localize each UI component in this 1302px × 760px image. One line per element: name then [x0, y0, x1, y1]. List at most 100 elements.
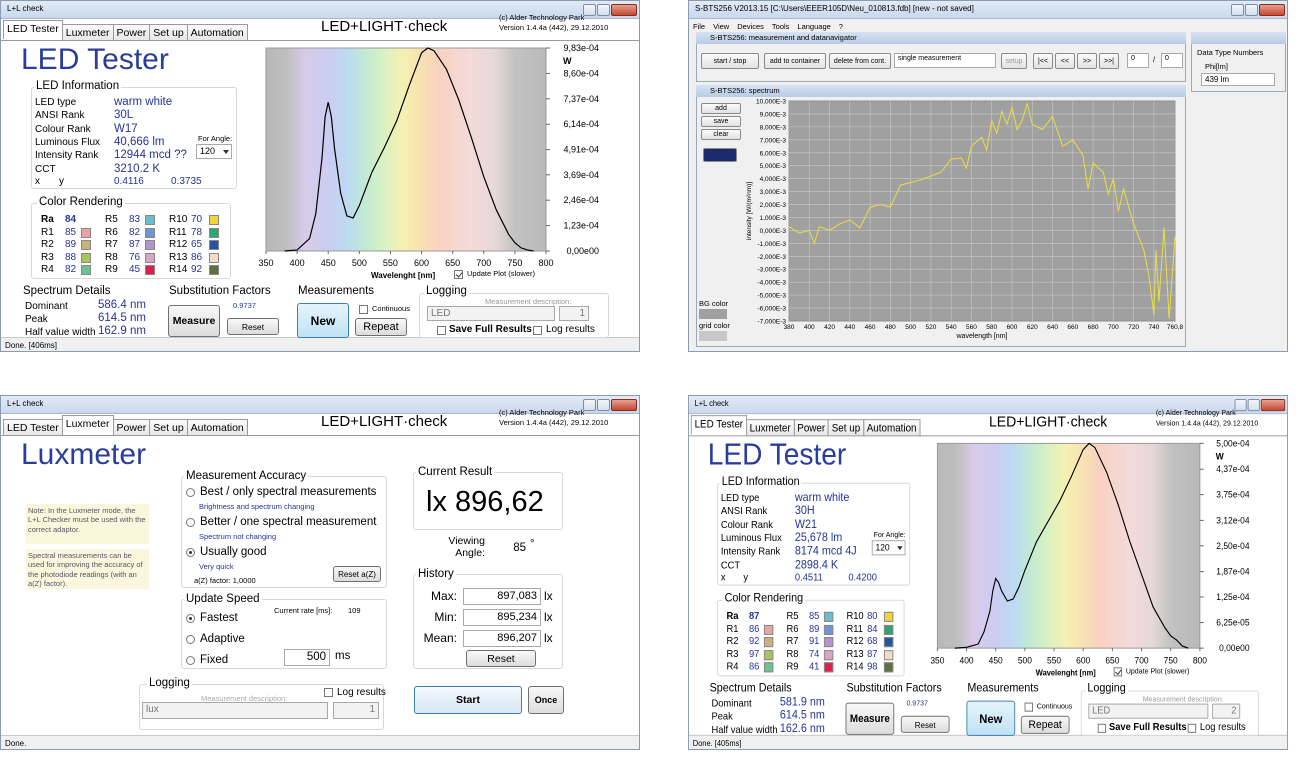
- tab-line: [1, 40, 639, 41]
- checkbox[interactable]: [454, 270, 463, 279]
- reset-az-button[interactable]: Reset a(Z): [333, 566, 381, 582]
- tab[interactable]: Power: [112, 419, 151, 436]
- description-input[interactable]: LED: [427, 306, 555, 321]
- tab[interactable]: Power: [112, 24, 151, 41]
- mode-select[interactable]: single measurement: [894, 53, 996, 68]
- result-value: lx 896,62: [426, 486, 544, 518]
- info-title: LED Information: [34, 80, 122, 92]
- tab[interactable]: Set up: [827, 419, 864, 437]
- start-button[interactable]: Start: [414, 686, 522, 714]
- spectrum-button[interactable]: clear: [701, 129, 741, 140]
- tab[interactable]: Automation: [186, 24, 248, 41]
- window-button[interactable]: [1247, 399, 1260, 412]
- radio-button[interactable]: [186, 635, 195, 644]
- tab[interactable]: Luxmeter: [745, 419, 795, 437]
- radio-button[interactable]: [186, 518, 195, 527]
- window-button[interactable]: [611, 399, 637, 411]
- history-reset-button[interactable]: Reset: [466, 650, 536, 667]
- y-value: 0.4200: [848, 572, 877, 584]
- tab[interactable]: LED Tester: [3, 419, 63, 436]
- version: Version 1.4.4a (442), 29.12.2010: [1155, 418, 1259, 428]
- radio-button[interactable]: [186, 548, 195, 557]
- window-button[interactable]: [1260, 399, 1286, 412]
- angle-select[interactable]: 120: [871, 540, 906, 556]
- page-button[interactable]: <<: [1055, 53, 1075, 69]
- window-button[interactable]: [583, 4, 596, 16]
- info-label: ANSI Rank: [720, 506, 768, 518]
- radio-button[interactable]: [186, 614, 195, 623]
- info-value: 30L: [114, 109, 134, 122]
- window-button[interactable]: [583, 399, 596, 411]
- window-button[interactable]: [597, 399, 610, 411]
- new-button[interactable]: New: [297, 303, 349, 338]
- once-button[interactable]: Once: [528, 686, 564, 714]
- repeat-button[interactable]: Repeat: [1020, 715, 1070, 734]
- description-input[interactable]: lux: [142, 702, 328, 719]
- measure-button[interactable]: Measure: [168, 305, 220, 337]
- checkbox[interactable]: [1024, 702, 1033, 712]
- menu-item[interactable]: File: [693, 22, 706, 31]
- nav-button[interactable]: add to container: [764, 53, 826, 69]
- radio-label: Usually good: [200, 546, 267, 558]
- checkbox[interactable]: [533, 326, 542, 335]
- checkbox[interactable]: [1097, 723, 1107, 733]
- tab[interactable]: Set up: [149, 24, 188, 41]
- window-button[interactable]: [1231, 4, 1244, 16]
- y-tick-label: 6,14e-04: [563, 119, 599, 129]
- count-input[interactable]: 2: [1212, 703, 1241, 719]
- menu-item[interactable]: Tools: [771, 22, 790, 31]
- tab[interactable]: LED Tester: [690, 415, 747, 435]
- radio-button[interactable]: [186, 656, 195, 665]
- tab[interactable]: Power: [793, 419, 829, 437]
- angle-select[interactable]: 120: [196, 144, 232, 159]
- tab[interactable]: Luxmeter: [61, 24, 114, 41]
- checkbox[interactable]: [324, 688, 333, 697]
- new-button[interactable]: New: [966, 700, 1016, 736]
- spectrum-button[interactable]: add: [701, 103, 741, 114]
- index-input[interactable]: 0: [1127, 53, 1149, 68]
- page-button[interactable]: |<<: [1033, 53, 1053, 69]
- window-button[interactable]: [1259, 4, 1285, 16]
- checkbox[interactable]: [437, 326, 446, 335]
- nav-button[interactable]: start / stop: [701, 53, 759, 69]
- fixed-input[interactable]: 500: [284, 649, 330, 666]
- repeat-button[interactable]: Repeat: [355, 318, 407, 336]
- result-title: Current Result: [416, 466, 495, 478]
- tab[interactable]: Set up: [149, 419, 188, 436]
- tab[interactable]: Luxmeter: [61, 415, 114, 434]
- cri-value: 87: [748, 610, 760, 622]
- angle-select[interactable]: 85: [491, 541, 529, 557]
- window-button[interactable]: [1245, 4, 1258, 16]
- page-button[interactable]: >>|: [1099, 53, 1119, 69]
- checkbox[interactable]: [359, 305, 368, 314]
- total-input[interactable]: 0: [1161, 53, 1183, 68]
- spectrum-button[interactable]: save: [701, 116, 741, 127]
- count-input[interactable]: 1: [333, 702, 379, 719]
- x-tick-label: 750: [1164, 655, 1178, 665]
- page-button[interactable]: >>: [1077, 53, 1097, 69]
- checkbox[interactable]: [1187, 723, 1197, 733]
- tab[interactable]: Automation: [862, 419, 921, 437]
- reset-button[interactable]: Reset: [227, 318, 279, 335]
- reset-button[interactable]: Reset: [900, 715, 950, 733]
- window-button[interactable]: [1234, 399, 1247, 412]
- nav-button[interactable]: delete from cont.: [829, 53, 891, 69]
- setup-button[interactable]: setup: [1001, 53, 1027, 69]
- menu-item[interactable]: Devices: [737, 22, 764, 31]
- checkbox[interactable]: [1113, 667, 1123, 677]
- measure-button[interactable]: Measure: [845, 702, 895, 735]
- window-button[interactable]: [611, 4, 637, 16]
- description-input[interactable]: LED: [1088, 703, 1209, 719]
- count-input[interactable]: 1: [559, 306, 589, 321]
- spectrum-title: S-BTS256: spectrum: [696, 85, 1186, 97]
- window-button[interactable]: [597, 4, 610, 16]
- menu-item[interactable]: ?: [838, 22, 843, 31]
- title-bar: S-BTS256 V2013.15 [C:\Users\EEER105D\Neu…: [689, 1, 1287, 19]
- tab[interactable]: Automation: [186, 419, 248, 436]
- menu-item[interactable]: Language: [797, 22, 831, 31]
- x-tick-label: 550: [383, 258, 398, 268]
- menu-item[interactable]: View: [713, 22, 730, 31]
- tab[interactable]: LED Tester: [3, 20, 63, 39]
- radio-button[interactable]: [186, 488, 195, 497]
- plot-mode-button[interactable]: [703, 148, 737, 162]
